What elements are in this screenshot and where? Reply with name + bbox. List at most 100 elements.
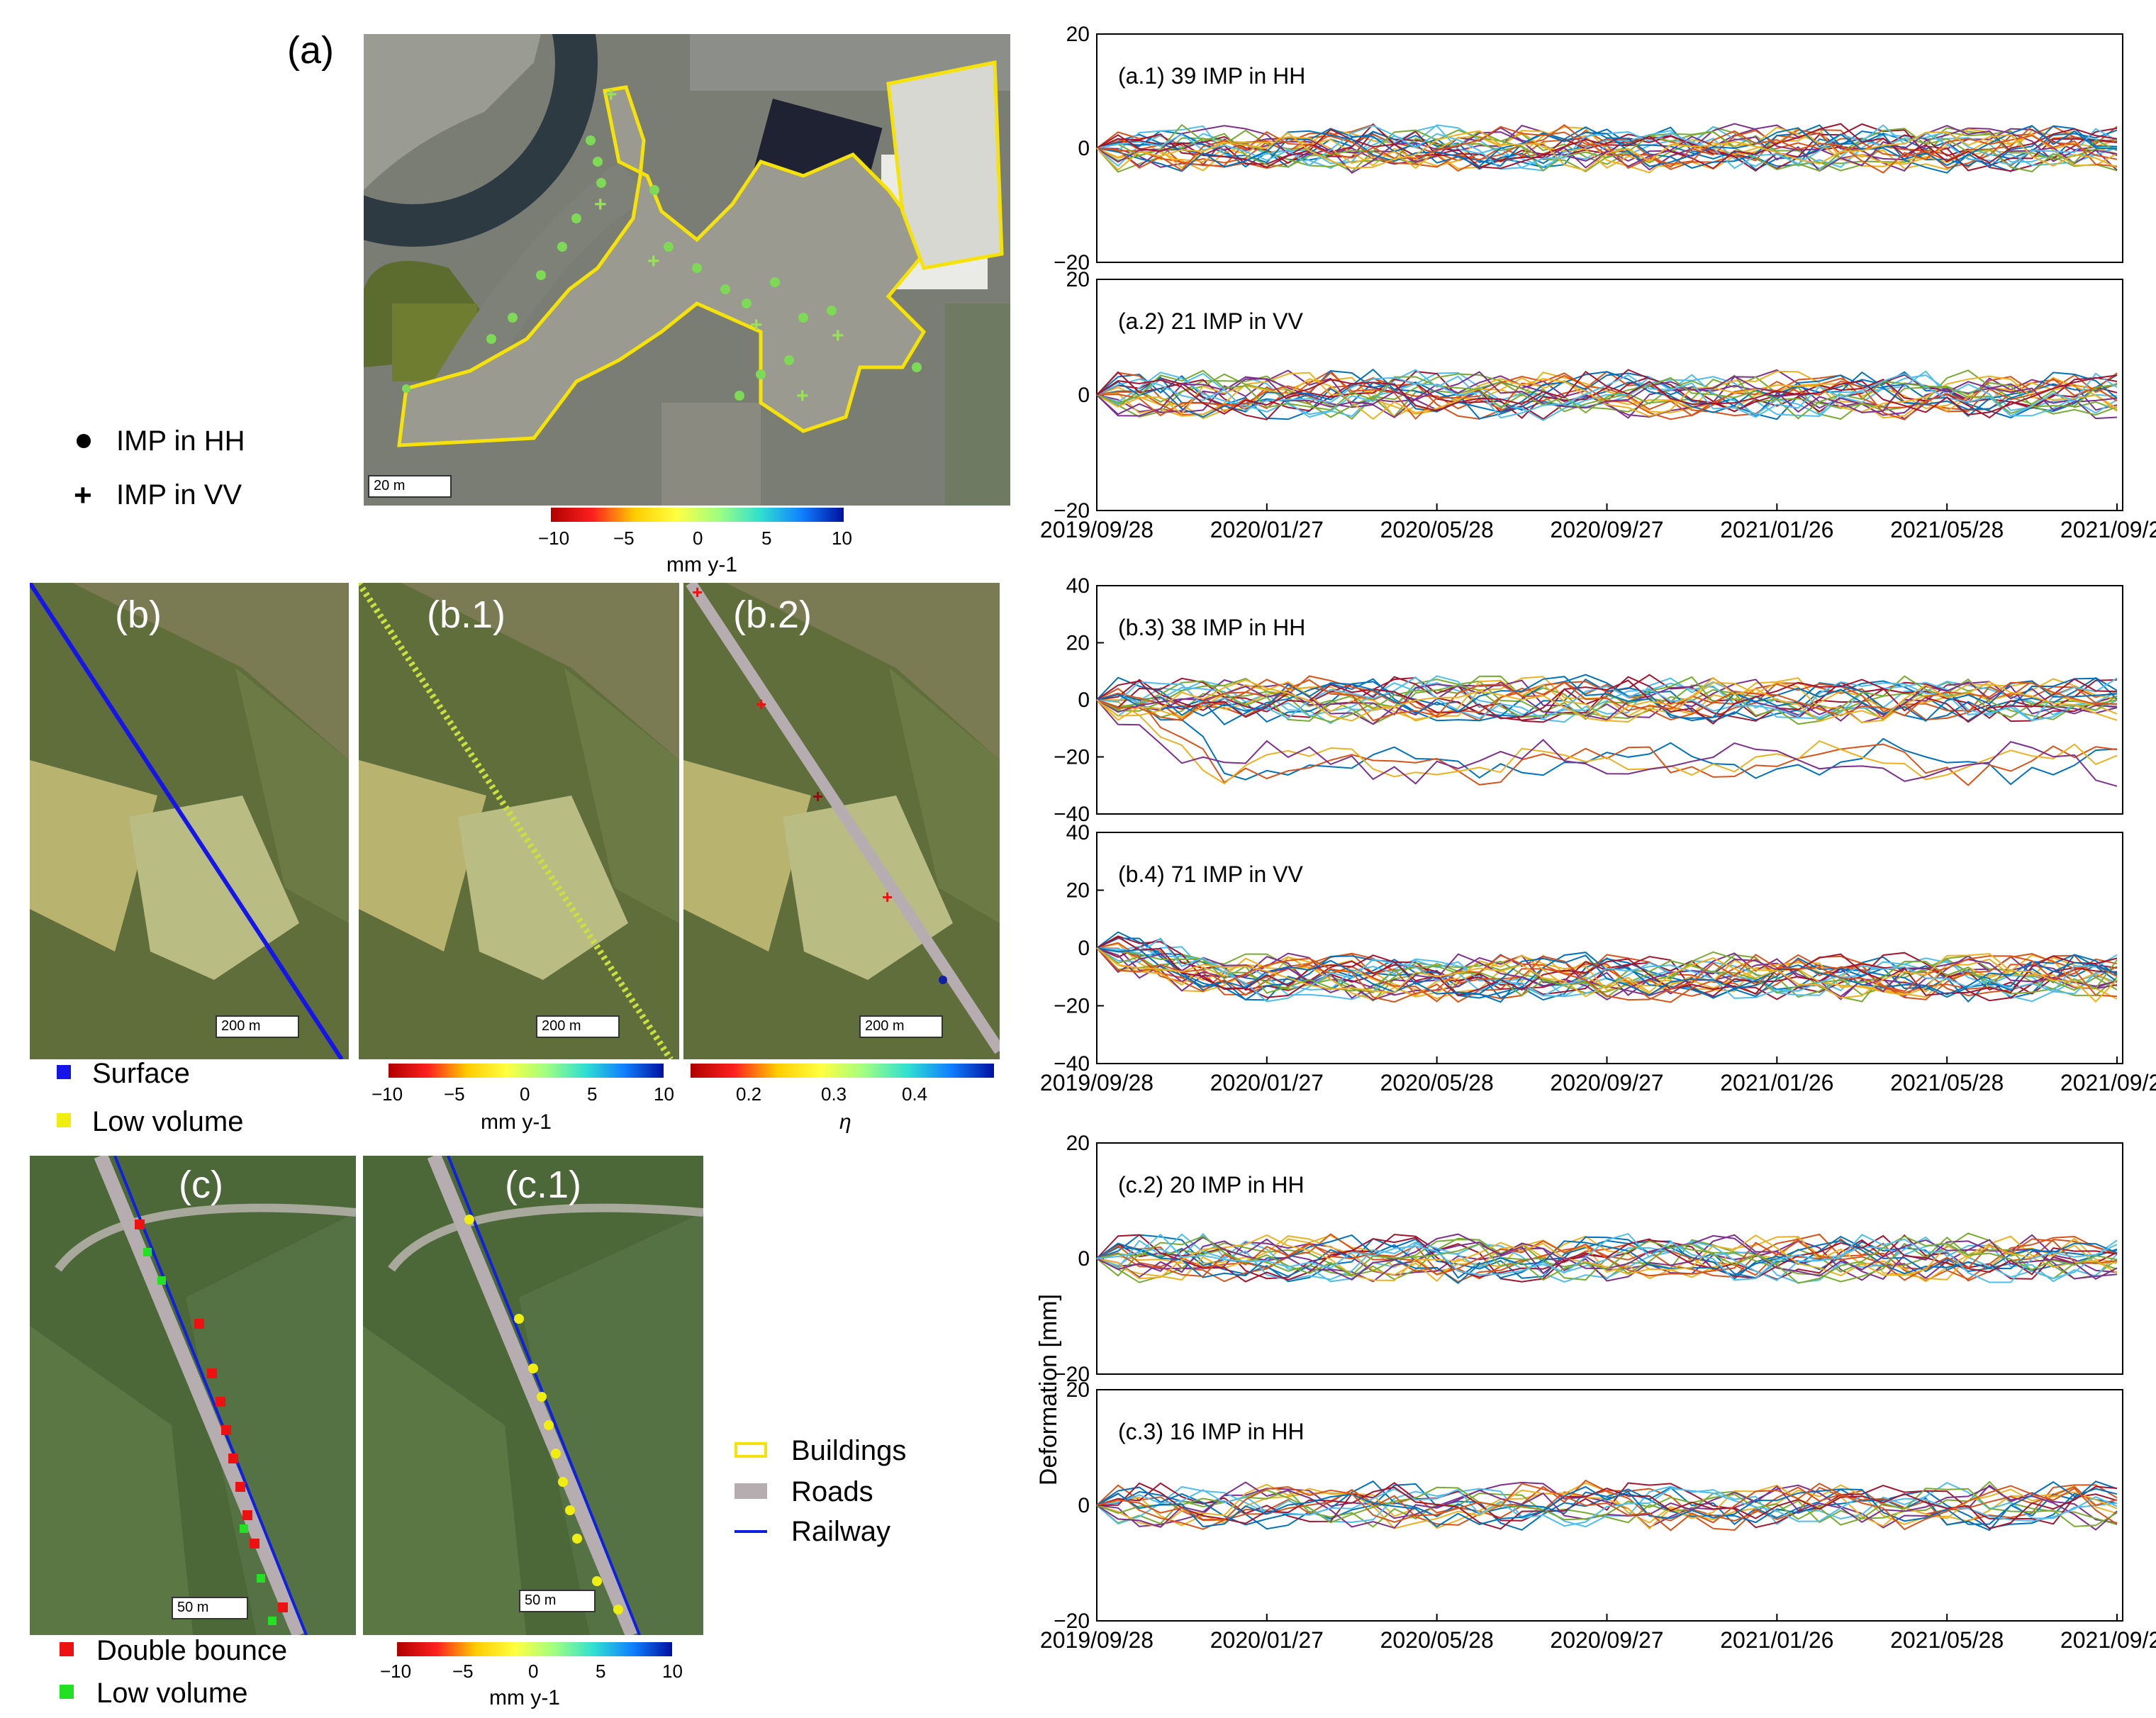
- y-tick-label: −20: [1054, 746, 1090, 769]
- imp-point-b2: [939, 976, 947, 984]
- series-line: [1096, 679, 2118, 725]
- x-tick-label: 2021/09/27: [2060, 517, 2156, 542]
- series-line: [1096, 1480, 2118, 1528]
- colorbar-rate-c1-ticks: −10 −5 0 5 10: [380, 1661, 683, 1683]
- series-line: [1096, 369, 2118, 420]
- y-tick-label: 20: [1066, 268, 1090, 291]
- y-tick-label: 0: [1078, 1494, 1090, 1517]
- double-bounce-points: [135, 1220, 288, 1612]
- y-tick-label: −20: [1054, 251, 1090, 274]
- legend-railway-label: Railway: [791, 1516, 891, 1547]
- y-tick-label: 20: [1066, 879, 1090, 903]
- legend-imp-vv-label: IMP in VV: [116, 479, 242, 511]
- series-line: [1096, 674, 2118, 725]
- panel-label-b: (b): [115, 593, 162, 636]
- colorbar-rate-c1: [397, 1642, 672, 1656]
- series-line: [1096, 693, 2118, 786]
- map-b2: + + + + (b.2) 200 m: [683, 583, 1000, 1059]
- y-tick-label: −20: [1054, 995, 1090, 1018]
- panel-label: (c.3) 16 IMP in HH: [1118, 1419, 1305, 1444]
- svg-text:+: +: [882, 886, 893, 908]
- series-line: [1096, 937, 2118, 1001]
- building-outline-east: [886, 60, 1004, 270]
- legend-low-volume-c-label: Low volume: [96, 1678, 248, 1709]
- y-tick-label: 20: [1066, 632, 1090, 655]
- road-line-c: [94, 1156, 306, 1635]
- series-line: [1096, 947, 2118, 1003]
- svg-text:+: +: [605, 83, 618, 106]
- series-line: [1096, 1235, 2118, 1284]
- series-line: [1096, 678, 2118, 723]
- railway-line: [30, 583, 344, 1059]
- series-line: [1096, 936, 2118, 997]
- series-line: [1096, 676, 2118, 723]
- colorbar-eta-ticks: 0.2 0.3 0.4: [691, 1083, 994, 1106]
- series-line: [1096, 1481, 2118, 1528]
- legend-low-volume-b-label: Low volume: [92, 1106, 244, 1137]
- dot-marker-icon: [77, 434, 91, 448]
- y-tick-label: 20: [1066, 23, 1090, 46]
- legend-buildings-label: Buildings: [791, 1435, 907, 1466]
- x-tick-label: 2020/05/28: [1380, 517, 1494, 542]
- y-axis-label: Deformation [mm]: [1035, 1294, 1062, 1485]
- y-tick-label: 40: [1066, 574, 1090, 598]
- series-line: [1096, 126, 2118, 169]
- legend-double-bounce-label: Double bounce: [96, 1635, 288, 1666]
- series-line: [1096, 699, 2118, 785]
- colorbar-tick: −5: [444, 1083, 465, 1105]
- y-tick-label: 0: [1078, 688, 1090, 712]
- y-tick-label: −40: [1054, 803, 1090, 826]
- plus-marker-icon: +: [74, 478, 92, 513]
- map-b2-scene: + + + +: [683, 583, 1000, 1059]
- y-tick-label: 20: [1066, 1132, 1090, 1155]
- road-line: [686, 583, 1000, 1054]
- series-line: [1096, 676, 2118, 722]
- colorbar-tick: 0.3: [821, 1083, 847, 1105]
- colorbar-tick: −5: [452, 1661, 474, 1682]
- colorbar-tick: 5: [587, 1083, 598, 1105]
- svg-text:+: +: [812, 786, 823, 807]
- panel-label-b1: (b.1): [427, 593, 506, 636]
- y-tick-label: 0: [1078, 1247, 1090, 1271]
- x-tick-label: 2020/01/27: [1210, 1627, 1324, 1653]
- x-tick-label: 2019/09/28: [1040, 1070, 1154, 1095]
- y-tick-label: −20: [1054, 1363, 1090, 1386]
- colorbar-rate-a-ticks: −10 −5 0 5 10: [538, 528, 852, 550]
- series-line: [1096, 1234, 2118, 1284]
- x-tick-label: 2020/05/28: [1380, 1627, 1494, 1653]
- legend-imp-hh-label: IMP in HH: [116, 425, 245, 457]
- x-tick-label: 2020/01/27: [1210, 1070, 1324, 1095]
- series-line: [1096, 1233, 2118, 1283]
- panel-label: (c.2) 20 IMP in HH: [1118, 1172, 1305, 1198]
- colorbar-tick: 0.4: [902, 1083, 928, 1105]
- map-c-scene: [30, 1156, 356, 1635]
- series-line: [1096, 369, 2118, 421]
- series-line: [1096, 1238, 2118, 1281]
- series-line: [1096, 125, 2118, 172]
- svg-text:+: +: [756, 693, 766, 715]
- colorbar-tick: 0.2: [736, 1083, 762, 1105]
- series-line: [1096, 947, 2118, 998]
- svg-text:+: +: [594, 193, 607, 216]
- scalebar-b: 200 m: [216, 1015, 299, 1038]
- series-line: [1096, 937, 2118, 1003]
- building-swatch-icon: [735, 1442, 767, 1458]
- series-line: [1096, 1234, 2118, 1283]
- green-volume-swatch-icon: [60, 1685, 74, 1699]
- x-tick-label: 2021/01/26: [1720, 517, 1833, 542]
- colorbar-tick: 0: [693, 528, 703, 549]
- x-tick-label: 2020/09/27: [1550, 1627, 1663, 1653]
- x-tick-label: 2019/09/28: [1040, 1627, 1154, 1653]
- map-b1-scene: [359, 583, 679, 1059]
- road-swatch-icon: [735, 1483, 767, 1499]
- colorbar-rate-b1-ticks: −10 −5 0 5 10: [372, 1083, 674, 1106]
- series-line: [1096, 123, 2118, 173]
- building-outline-main: [397, 85, 927, 447]
- series-line: [1096, 1480, 2118, 1532]
- scalebar-c1: 50 m: [519, 1590, 596, 1612]
- y-tick-label: 40: [1066, 821, 1090, 844]
- series-line: [1096, 1232, 2118, 1284]
- map-a-scene: + + + + + +: [364, 34, 1010, 506]
- legend-surface-label: Surface: [92, 1058, 190, 1089]
- x-tick-label: 2021/01/26: [1720, 1627, 1833, 1653]
